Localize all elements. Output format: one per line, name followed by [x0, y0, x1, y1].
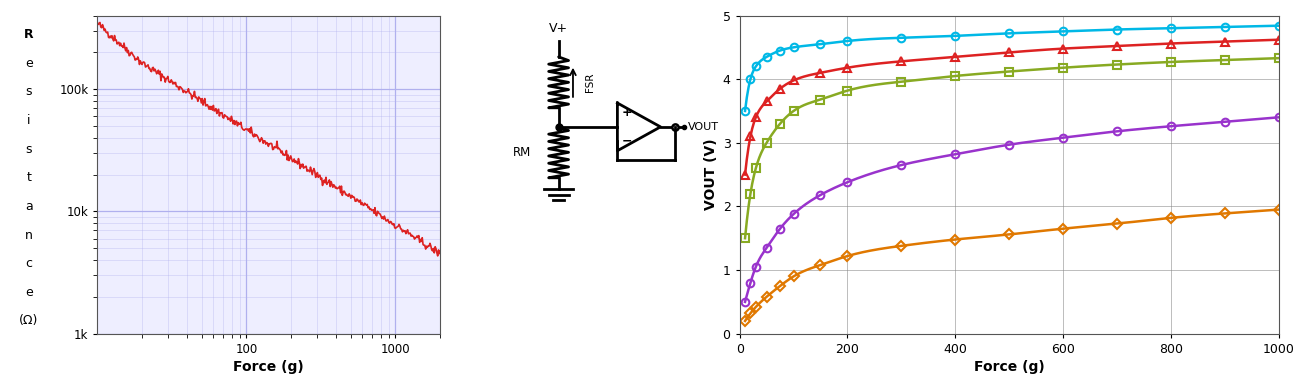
X-axis label: Force (g): Force (g) — [974, 360, 1045, 374]
Text: (Ω): (Ω) — [19, 314, 39, 327]
Y-axis label: VOUT (V): VOUT (V) — [705, 139, 719, 210]
Legend: 100k, 47k, 30k, 10k, 3k: 100k, 47k, 30k, 10k, 3k — [1297, 109, 1298, 240]
Text: VOUT: VOUT — [688, 122, 719, 132]
Text: t: t — [26, 171, 31, 184]
Text: −: − — [622, 135, 632, 148]
Text: a: a — [25, 200, 32, 213]
Text: c: c — [25, 257, 32, 270]
X-axis label: Force (g): Force (g) — [234, 360, 304, 374]
Text: i: i — [27, 114, 31, 127]
Text: FSR: FSR — [584, 73, 594, 92]
Text: RM: RM — [513, 146, 531, 159]
Text: n: n — [25, 229, 32, 242]
Text: e: e — [25, 57, 32, 70]
Text: +: + — [622, 106, 632, 119]
Text: V+: V+ — [549, 22, 569, 35]
Text: R: R — [23, 28, 34, 41]
Text: e: e — [25, 286, 32, 299]
Text: s: s — [26, 85, 32, 99]
Text: s: s — [26, 143, 32, 156]
